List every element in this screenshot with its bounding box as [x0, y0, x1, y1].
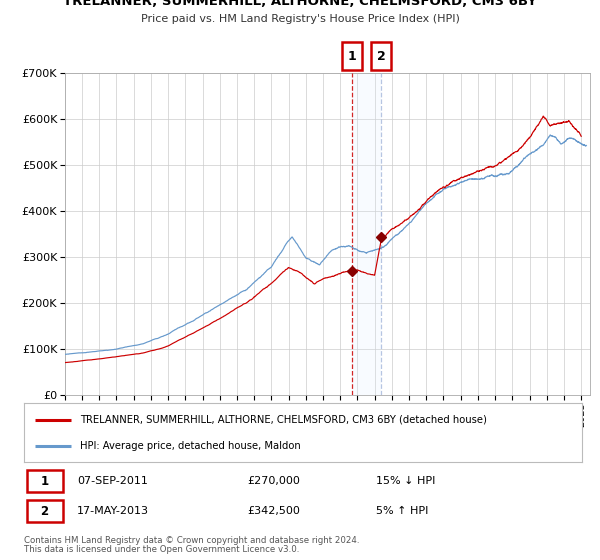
Text: 1: 1: [347, 50, 356, 63]
Text: £342,500: £342,500: [247, 506, 300, 516]
Text: Price paid vs. HM Land Registry's House Price Index (HPI): Price paid vs. HM Land Registry's House …: [140, 14, 460, 24]
Text: TRELANNER, SUMMERHILL, ALTHORNE, CHELMSFORD, CM3 6BY (detached house): TRELANNER, SUMMERHILL, ALTHORNE, CHELMSF…: [80, 414, 487, 424]
Text: £270,000: £270,000: [247, 476, 300, 486]
Text: TRELANNER, SUMMERHILL, ALTHORNE, CHELMSFORD, CM3 6BY: TRELANNER, SUMMERHILL, ALTHORNE, CHELMSF…: [63, 0, 537, 8]
Text: 5% ↑ HPI: 5% ↑ HPI: [376, 506, 428, 516]
Text: HPI: Average price, detached house, Maldon: HPI: Average price, detached house, Mald…: [80, 441, 301, 451]
Text: 2: 2: [377, 50, 385, 63]
Bar: [352, 73, 381, 395]
Bar: [27, 470, 63, 492]
Text: 1: 1: [41, 475, 49, 488]
Text: 07-SEP-2011: 07-SEP-2011: [77, 476, 148, 486]
Text: 17-MAY-2013: 17-MAY-2013: [77, 506, 149, 516]
Text: 15% ↓ HPI: 15% ↓ HPI: [376, 476, 435, 486]
Text: Contains HM Land Registry data © Crown copyright and database right 2024.: Contains HM Land Registry data © Crown c…: [24, 536, 359, 545]
Text: This data is licensed under the Open Government Licence v3.0.: This data is licensed under the Open Gov…: [24, 545, 299, 554]
Text: 2: 2: [41, 505, 49, 518]
Bar: [27, 501, 63, 522]
